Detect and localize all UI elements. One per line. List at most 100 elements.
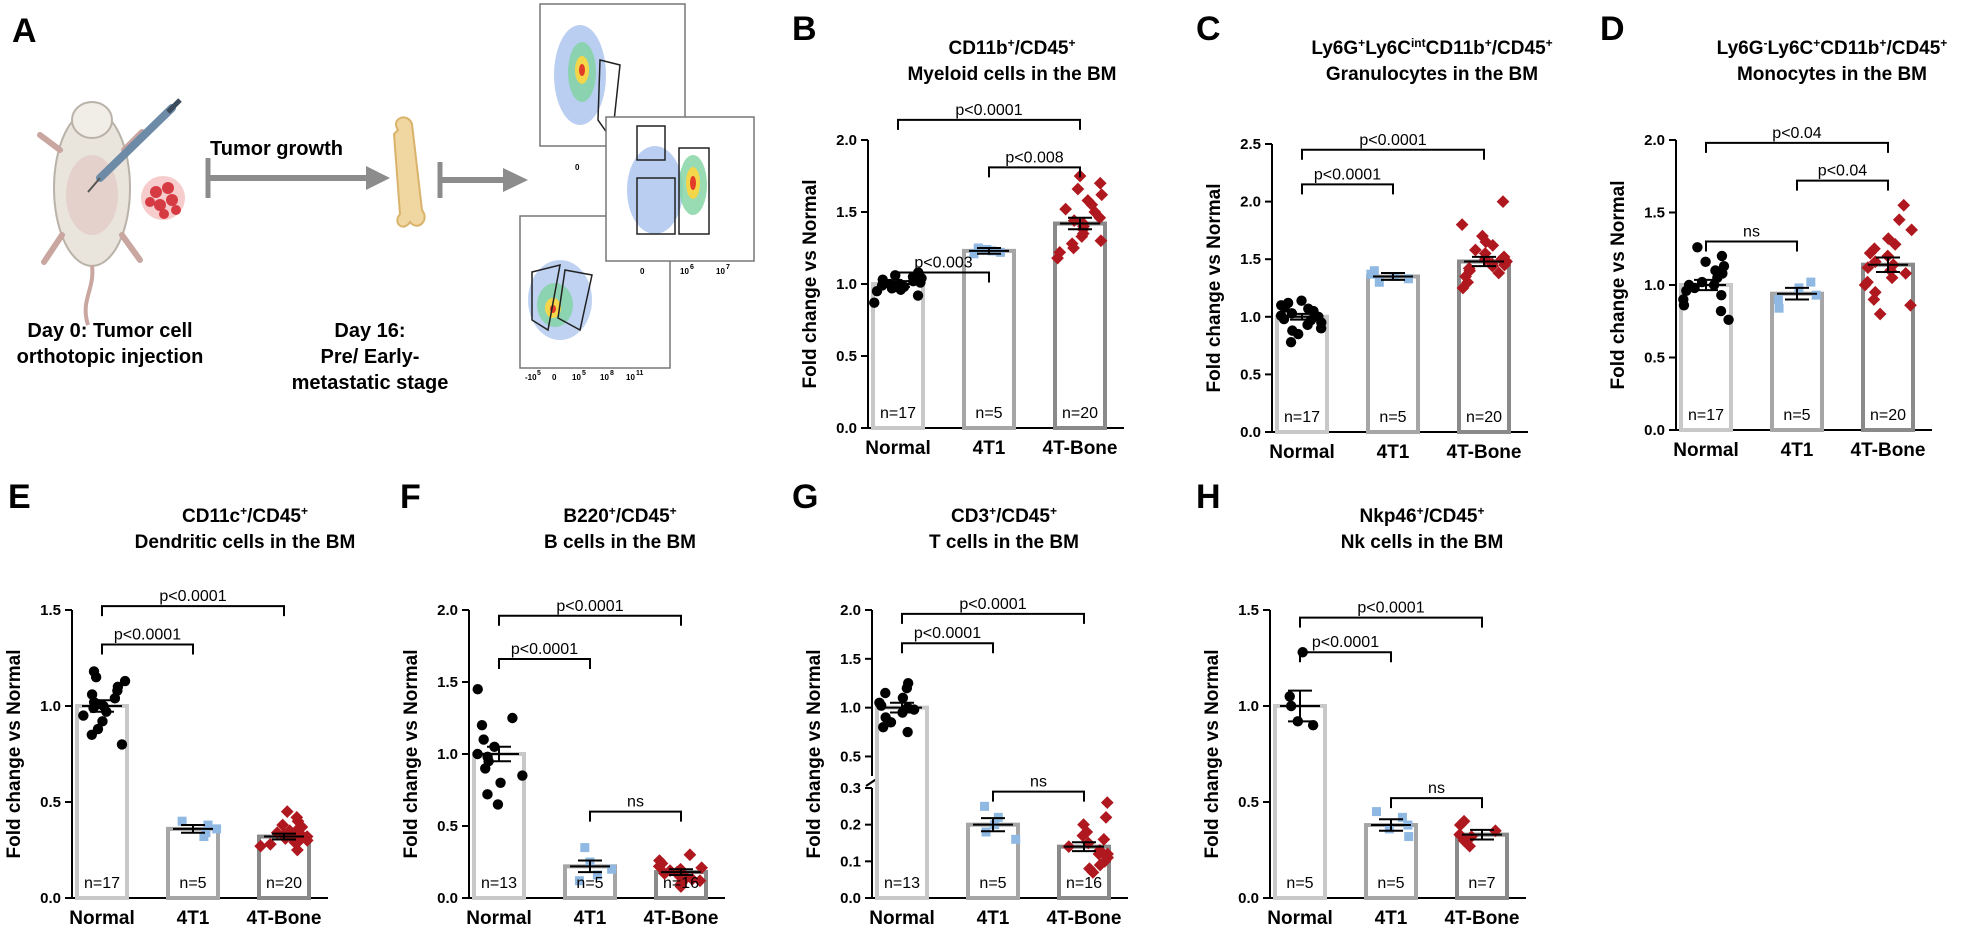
title-superscript: + [1485,36,1492,50]
y-tick-label: 0.5 [40,794,61,811]
n-label: n=7 [1468,875,1495,892]
bracket-line [897,118,1081,130]
n-label: n=13 [884,875,920,892]
y-tick-label: 0.5 [437,818,458,835]
data-point-4t1 [1403,274,1413,284]
bracket-line [1705,141,1889,153]
flow3-tick-4: 5 [582,370,586,377]
data-point-4t1 [1374,277,1384,287]
y-tick-label: 0.0 [1240,424,1261,441]
n-label: n=5 [1377,875,1404,892]
data-point-4t1 [1384,824,1394,834]
data-point-normal [88,666,100,677]
data-point-4t1 [574,876,584,886]
title-segment: B220 [563,506,608,527]
day16-line2: Pre/ Early- [321,346,420,368]
data-point-4t1 [995,247,1005,257]
tumor-growth-label: Tumor growth [210,138,343,160]
panel-letter-f: F [400,478,421,516]
title-superscript: - [1764,36,1768,50]
significance-bracket: ns [1705,224,1798,252]
data-point-normal [478,734,489,745]
title-segment: /CD45 [1492,38,1546,59]
data-point-normal [1296,295,1307,306]
panel-letter-h: H [1196,478,1221,516]
y-axis-label: Fold change vs Normal [1204,183,1225,392]
bracket-line [1390,797,1483,809]
bracket-line [1796,179,1889,191]
x-tick-label: 4T-Bone [1445,908,1520,929]
n-label: n=20 [266,875,302,892]
title-superscript: + [1546,36,1553,50]
y-tick-label: 2.5 [1240,136,1261,153]
data-point-normal [878,721,889,733]
p-value-label: p<0.0001 [955,102,1022,119]
y-tick-label: 0.5 [840,748,861,765]
bar-4t1 [1770,291,1824,433]
p-value-label: p<0.0001 [556,598,623,615]
p-value-label: p<0.04 [1772,125,1821,142]
significance-bracket: p<0.0001 [1301,132,1485,160]
y-tick-label: 1.5 [1644,205,1665,222]
p-value-label: p<0.0001 [914,625,981,642]
title-segment: Ly6G [1311,38,1358,59]
title-superscript: + [301,504,308,518]
day0-line2: orthotopic injection [17,346,204,368]
y-tick-label: 0.0 [840,890,861,907]
p-value-label: p<0.0001 [1359,132,1426,149]
y-tick-label: 0.0 [40,890,61,907]
bracket-line [1299,616,1483,628]
data-point-4t-bone [1059,202,1072,216]
title-superscript: + [1008,36,1015,50]
flow3-tick-5: 10 [600,373,609,382]
y-tick-label: 1.5 [40,602,61,619]
significance-bracket: p<0.0001 [498,641,591,669]
n-label: n=5 [1286,875,1313,892]
p-value-label: p<0.008 [1005,149,1063,166]
flow-arrow [437,162,528,198]
n-label: n=5 [1379,409,1406,426]
p-value-label: ns [1428,780,1445,797]
n-label: n=5 [979,875,1006,892]
significance-bracket: ns [589,794,682,822]
data-point-4t1 [203,820,213,830]
title-segment: /CD45 [616,506,670,527]
data-point-normal [1716,250,1728,262]
data-point-normal [880,712,891,723]
significance-bracket: p<0.0001 [1299,600,1483,628]
x-tick-label: 4T1 [973,438,1006,459]
p-value-label: p<0.0001 [1314,166,1381,183]
y-tick-label: 2.0 [840,602,861,619]
n-label: n=17 [880,405,916,422]
title-segment: CD11b [1426,38,1485,59]
flow-plot-3: -10 5 0 10 5 10 8 10 11 [519,215,671,382]
bracket-line [1299,651,1392,663]
data-point-normal [92,723,104,735]
data-point-normal [97,716,108,727]
data-point-normal [1275,310,1287,321]
title-segment: Ly6G [1717,38,1764,59]
title-segment: /CD45 [1424,506,1478,527]
title-segment: Ly6C [1768,38,1814,59]
x-tick-label: 4T1 [977,908,1010,929]
x-tick-label: 4T-Bone [644,908,719,929]
data-point-normal [482,789,493,800]
mouse-illustration [37,101,145,326]
data-point-4t1 [1404,832,1414,842]
data-point-normal [472,684,483,695]
bracket-line [992,790,1085,802]
significance-bracket: p<0.0001 [101,588,285,617]
day16-line1: Day 16: [334,320,405,342]
p-value-label: p<0.0001 [959,596,1026,613]
bar-4t-bone [1861,262,1915,433]
chart-subtitle: Nk cells in the BM [1341,532,1504,553]
data-point-normal [1282,297,1294,309]
flow3-tick-3: 10 [572,373,581,382]
x-tick-label: 4T1 [177,908,210,929]
y-tick-label: 1.0 [1240,309,1261,326]
n-label: n=20 [1870,407,1906,424]
